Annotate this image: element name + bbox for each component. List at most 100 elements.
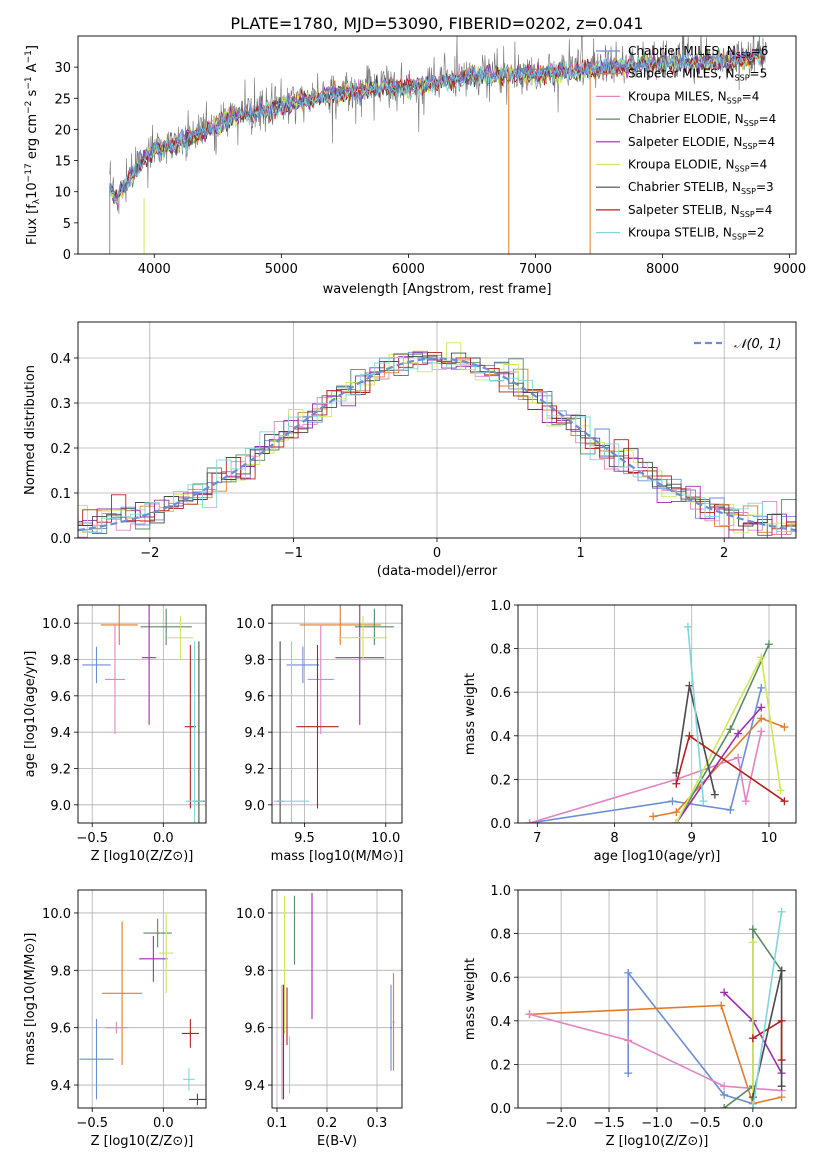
errorbar-point-7 — [286, 987, 288, 1045]
errorbar-point-3 — [143, 918, 172, 948]
y-tick-label: 20 — [54, 123, 71, 138]
axes-frame — [77, 889, 207, 1109]
x-tick-label: −2.0 — [545, 1116, 577, 1131]
errorbar-point-7 — [181, 1019, 199, 1048]
weight-marker — [777, 1082, 786, 1091]
weight-marker — [741, 797, 750, 806]
axes-frame — [77, 321, 797, 539]
weight-marker — [720, 988, 729, 997]
panel-residuals: −2 −1 0 1 2 0.0 0.1 0.2 0.3 0.4 (data-model)/error… — [23, 321, 797, 579]
y-tick-label: 10.0 — [42, 617, 71, 632]
x-tick-label: 8 — [610, 831, 618, 846]
y-tick-label: 0.8 — [490, 643, 511, 658]
x-axis-label: Z [log10(Z/Z⊙)] — [91, 1134, 194, 1149]
plot-area — [525, 622, 789, 823]
y-axis-label: mass [log10(M/M⊙)] — [23, 933, 38, 1066]
weight-marker — [525, 1010, 534, 1019]
panel-mass-age: 9.5 10.0 9.0 9.2 9.4 9.6 9.8 10.0 mass [log10(M/… — [236, 604, 403, 864]
y-tick-label: 0.0 — [490, 817, 511, 832]
errorbar-point-8 — [186, 641, 204, 823]
weight-marker — [748, 1104, 757, 1108]
errorbar-point-7 — [296, 644, 339, 809]
y-tick-label: 15 — [54, 155, 71, 170]
legend-entry: Salpeter STELIB, NSSP=4 — [628, 203, 772, 219]
weight-marker — [683, 622, 692, 631]
x-tick-label: 9000 — [773, 262, 806, 277]
y-tick-label: 9.6 — [50, 690, 71, 705]
errorbar-point-4 — [335, 605, 385, 725]
x-tick-label: −1 — [284, 546, 303, 561]
x-tick-label: 10 — [761, 831, 778, 846]
x-tick-label: 2 — [720, 546, 728, 561]
weight-marker — [525, 819, 534, 823]
plot-area — [109, 36, 767, 254]
legend-entry: Salpeter ELODIE, NSSP=4 — [628, 135, 775, 151]
legend: Chabrier MILES, NSSP=6 Salpeter MILES, NS… — [596, 44, 776, 242]
weight-marker — [726, 725, 735, 734]
y-tick-label: 0.0 — [50, 532, 71, 547]
axes-frame — [517, 604, 797, 824]
errorbar-point-5 — [283, 895, 286, 1034]
errorbar-point-3 — [293, 895, 296, 965]
y-tick-label: 10.0 — [236, 617, 265, 632]
y-tick-label: 0.2 — [490, 1058, 511, 1073]
panel-z-age: −0.5 0.0 9.0 9.2 9.4 9.6 9.8 10.0 Z [log10(Z/Z⊙)… — [23, 604, 207, 864]
weight-marker — [757, 727, 766, 736]
y-tick-label: 0.2 — [50, 442, 71, 457]
y-axis-label: age [log10(age/yr)] — [23, 651, 38, 778]
errorbar-point-2 — [307, 624, 334, 734]
weight-marker — [777, 907, 786, 916]
panel-weights-age: 7 8 9 10 0.0 0.2 0.4 0.6 0.8 1.0 age [log10(age/yr… — [463, 599, 797, 864]
weight-line-1 — [529, 1004, 782, 1105]
errorbar-point-3 — [140, 608, 192, 645]
y-tick-label: 9.6 — [50, 1022, 71, 1037]
y-tick-label: 9.0 — [50, 799, 71, 814]
errorbar-point-4 — [139, 935, 168, 982]
errorbar-point-1 — [392, 973, 395, 1071]
y-tick-label: 9.4 — [50, 726, 71, 741]
x-tick-label: 7 — [533, 831, 541, 846]
y-tick-label: 9.4 — [244, 726, 265, 741]
residual-histogram-4 — [78, 352, 796, 538]
legend-entry: Kroupa STELIB, NSSP=2 — [628, 226, 765, 242]
plot-area — [82, 605, 205, 823]
x-tick-label: 7000 — [519, 262, 552, 277]
errorbar-point-0 — [390, 984, 392, 1071]
errorbar-point-3 — [354, 608, 394, 645]
weight-line-7 — [752, 1019, 783, 1060]
x-tick-label: −1.5 — [593, 1116, 625, 1131]
weight-marker — [710, 790, 719, 799]
y-tick-label: 9.8 — [50, 654, 71, 669]
legend-entry: Chabrier MILES, NSSP=6 — [628, 44, 768, 60]
y-tick-label: 9.2 — [50, 763, 71, 778]
panel-weights-z: −2.0 −1.5 −1.0 −0.5 0.0 0.0 0.2 0.4 0.6 0.8 1.0 Z [… — [463, 884, 797, 1149]
plot-area — [273, 605, 394, 823]
weight-marker — [720, 1090, 729, 1099]
errorbar-point-6 — [282, 984, 285, 1100]
plot-area — [525, 907, 786, 1108]
x-tick-label: 0 — [433, 546, 441, 561]
y-tick-label: 0 — [63, 248, 71, 263]
weight-marker — [780, 797, 789, 806]
weight-marker — [685, 731, 694, 740]
weight-marker — [726, 805, 735, 814]
y-tick-label: 0.6 — [490, 971, 511, 986]
errorbar-point-2 — [105, 624, 125, 734]
errorbar-point-5 — [167, 615, 194, 660]
x-tick-label: 9.5 — [294, 831, 315, 846]
x-tick-label: −1.0 — [641, 1116, 673, 1131]
x-tick-label: −2 — [140, 546, 159, 561]
weight-marker — [672, 819, 681, 823]
weight-marker — [777, 1016, 786, 1025]
y-tick-label: 0.2 — [490, 773, 511, 788]
x-tick-label: 10.0 — [371, 831, 400, 846]
panel-spectrum: 4000 5000 6000 7000 8000 9000 0 5 10 15 20 25 30 wave… — [24, 35, 806, 297]
x-tick-label: 5000 — [265, 262, 298, 277]
x-tick-label: 0.0 — [153, 1116, 174, 1131]
weight-marker — [685, 681, 694, 690]
y-tick-label: 0.0 — [490, 1102, 511, 1117]
weight-marker — [668, 797, 677, 806]
weight-marker — [748, 1093, 757, 1102]
weight-marker — [699, 797, 708, 806]
